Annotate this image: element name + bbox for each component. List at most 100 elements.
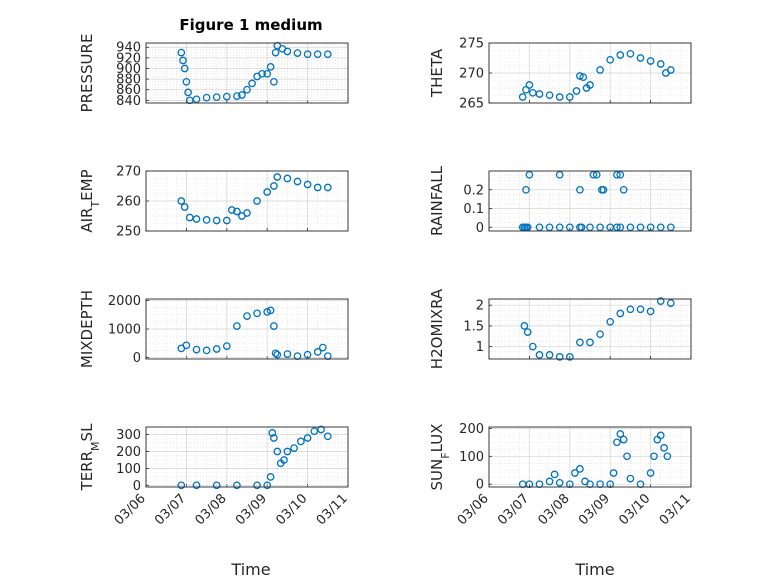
data-point bbox=[293, 177, 302, 186]
data-point bbox=[555, 170, 564, 179]
data-point bbox=[545, 477, 554, 486]
data-point bbox=[192, 481, 201, 490]
data-point bbox=[323, 432, 332, 441]
data-point bbox=[619, 185, 628, 194]
y-tick-label: 2 bbox=[476, 299, 484, 314]
data-point bbox=[599, 185, 608, 194]
data-point bbox=[238, 91, 246, 99]
data-point bbox=[317, 425, 325, 434]
data-point bbox=[636, 54, 645, 62]
data-point bbox=[626, 474, 635, 483]
data-point bbox=[266, 473, 275, 481]
data-point bbox=[179, 56, 187, 65]
data-point bbox=[535, 351, 544, 359]
y-axis-label: TERRMSL bbox=[78, 423, 102, 492]
data-point bbox=[273, 350, 282, 359]
axes-box bbox=[488, 298, 692, 360]
data-point bbox=[656, 60, 665, 68]
data-point bbox=[555, 353, 564, 361]
data-point bbox=[576, 72, 584, 80]
data-point bbox=[202, 93, 211, 102]
data-point bbox=[545, 223, 554, 232]
data-series bbox=[177, 173, 332, 225]
data-point bbox=[233, 92, 241, 100]
data-point bbox=[212, 481, 221, 490]
y-tick-label: 1 bbox=[476, 340, 484, 355]
y-axis-label: RAINFALL bbox=[428, 165, 446, 236]
data-series bbox=[518, 170, 675, 232]
data-point bbox=[636, 305, 645, 314]
data-point bbox=[646, 469, 655, 477]
data-point bbox=[266, 306, 275, 315]
data-point bbox=[212, 345, 221, 353]
data-point bbox=[619, 435, 628, 444]
data-point bbox=[248, 79, 256, 88]
data-point bbox=[576, 338, 584, 347]
y-tick-label: 270 bbox=[459, 67, 484, 82]
data-point bbox=[606, 55, 615, 64]
data-point bbox=[263, 481, 272, 490]
y-tick-label: 0 bbox=[476, 221, 484, 236]
data-point bbox=[592, 170, 601, 179]
data-point bbox=[273, 447, 282, 456]
data-point bbox=[650, 452, 658, 461]
axes-box bbox=[145, 298, 349, 360]
data-point bbox=[303, 180, 312, 189]
data-series bbox=[518, 49, 675, 101]
data-point bbox=[192, 95, 201, 104]
data-point bbox=[222, 92, 231, 101]
x-axis-label-left: Time bbox=[230, 560, 270, 579]
data-point bbox=[589, 170, 598, 179]
axes-box bbox=[488, 426, 692, 488]
data-point bbox=[565, 353, 574, 361]
data-point bbox=[586, 223, 594, 232]
data-point bbox=[522, 185, 530, 194]
subplot-3: 250 260 270 AIRTEMP bbox=[78, 165, 349, 240]
data-point bbox=[222, 342, 231, 350]
data-point bbox=[528, 342, 537, 351]
data-point bbox=[646, 223, 655, 232]
data-point bbox=[660, 444, 668, 452]
data-point bbox=[202, 346, 211, 355]
data-point bbox=[523, 328, 532, 336]
data-point bbox=[616, 430, 625, 438]
axes-box bbox=[145, 426, 349, 488]
axes-box bbox=[488, 42, 692, 104]
subplot-4: 0 0.1 0.2 RAINFALL bbox=[428, 165, 692, 236]
y-axis-label: PRESSURE bbox=[78, 34, 96, 113]
data-point bbox=[520, 322, 529, 330]
y-tick-label: 2000 bbox=[108, 294, 141, 309]
data-point bbox=[586, 81, 594, 89]
y-tick-label: 840 bbox=[116, 94, 141, 109]
y-tick-label: 270 bbox=[116, 165, 141, 180]
data-point bbox=[263, 188, 272, 196]
data-point bbox=[636, 223, 645, 232]
data-series bbox=[520, 297, 675, 361]
data-point bbox=[177, 481, 186, 490]
y-tick-label: 265 bbox=[459, 97, 484, 112]
data-point bbox=[270, 77, 278, 86]
data-point bbox=[192, 215, 201, 223]
data-point bbox=[310, 427, 319, 436]
data-point bbox=[666, 66, 675, 74]
data-point bbox=[656, 223, 665, 232]
data-point bbox=[258, 69, 266, 78]
data-point bbox=[233, 322, 241, 330]
data-point bbox=[613, 170, 621, 179]
data-point bbox=[565, 93, 574, 101]
y-tick-label: 100 bbox=[459, 450, 484, 465]
data-point bbox=[646, 57, 655, 65]
data-point bbox=[270, 322, 278, 330]
data-point bbox=[290, 444, 298, 452]
y-axis-label: SUNFLUX bbox=[428, 424, 452, 491]
y-axis-label: MIXDEPTH bbox=[78, 290, 96, 368]
subplot-2: 265 270 275 THETA bbox=[428, 37, 692, 112]
data-point bbox=[283, 174, 292, 183]
data-point bbox=[243, 209, 251, 217]
data-point bbox=[666, 299, 675, 307]
data-point bbox=[227, 206, 236, 214]
data-point bbox=[555, 93, 564, 101]
y-tick-label: 200 bbox=[116, 445, 141, 460]
y-tick-label: 275 bbox=[459, 37, 484, 52]
